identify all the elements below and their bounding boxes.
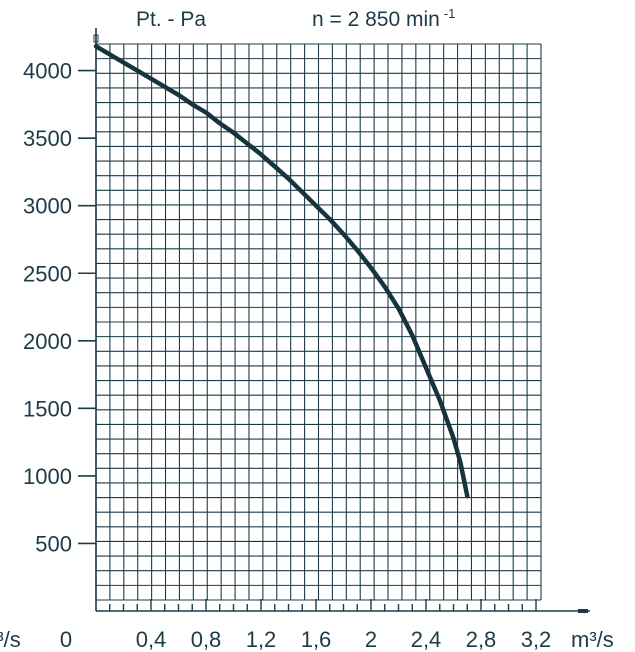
x-tick-labels: 0 0,4 0,8 1,2 1,6 2 2,4 2,8 3,2 (60, 599, 551, 652)
speed-label-exponent: -1 (444, 6, 456, 21)
y-axis-marker (93, 34, 99, 43)
y-tick-label: 2500 (23, 261, 72, 286)
y-tick-label: 3000 (23, 194, 72, 219)
y-axis-label: Pt. - Pa (136, 8, 206, 31)
x-tick-label: 1,2 (246, 627, 277, 652)
y-tick-label: 4000 (23, 59, 72, 84)
y-tick-label: 1500 (23, 396, 72, 421)
x-tick-label: 0,4 (136, 627, 167, 652)
x-tick-label: 2,4 (411, 627, 442, 652)
y-tick-label: 3500 (23, 126, 72, 151)
y-tick-label: 500 (35, 531, 72, 556)
x-tick-label: 2 (365, 627, 377, 652)
x-tick-label: 1,6 (301, 627, 332, 652)
x-tick-label: 3,2 (521, 627, 552, 652)
y-tick-label: 2000 (23, 329, 72, 354)
speed-label-text: n = 2 850 min (312, 8, 440, 31)
x-tick-label: 2,8 (466, 627, 497, 652)
axes (93, 28, 590, 613)
x-axis-marker (578, 609, 588, 613)
x-tick-label: 0,8 (191, 627, 222, 652)
y-tick-labels: 500 1000 1500 2000 2500 3000 3500 4000 (23, 59, 96, 556)
y-tick-label: 1000 (23, 464, 72, 489)
x-unit-label-right: m³/s (571, 627, 614, 652)
speed-label: n = 2 850 min -1 (312, 6, 455, 31)
x-tick-label: 0 (60, 627, 72, 652)
grid (95, 43, 542, 601)
x-unit-label-left: m³/s (0, 627, 21, 652)
series-line (93, 44, 470, 499)
